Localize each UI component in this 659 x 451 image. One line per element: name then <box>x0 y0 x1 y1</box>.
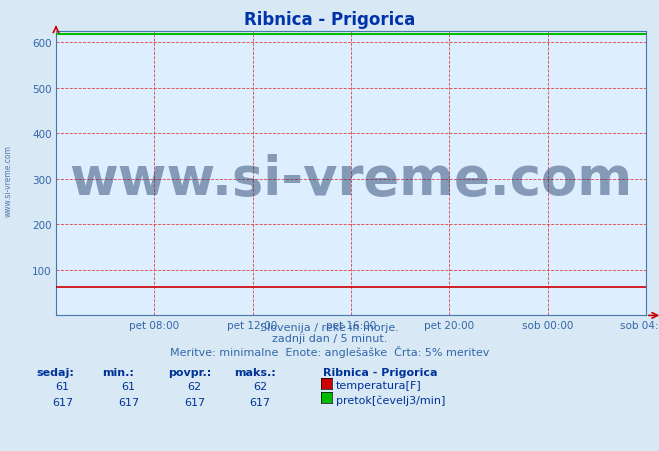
Text: pretok[čevelj3/min]: pretok[čevelj3/min] <box>336 395 445 405</box>
Text: 62: 62 <box>253 381 268 391</box>
Text: sedaj:: sedaj: <box>36 368 74 377</box>
Text: min.:: min.: <box>102 368 134 377</box>
Text: 61: 61 <box>121 381 136 391</box>
Text: 61: 61 <box>55 381 70 391</box>
Text: www.si-vreme.com: www.si-vreme.com <box>3 144 13 216</box>
Text: Ribnica - Prigorica: Ribnica - Prigorica <box>323 368 438 377</box>
Text: 617: 617 <box>250 397 271 407</box>
Text: temperatura[F]: temperatura[F] <box>336 380 422 390</box>
Text: 617: 617 <box>184 397 205 407</box>
Text: maks.:: maks.: <box>234 368 275 377</box>
Text: 62: 62 <box>187 381 202 391</box>
Text: povpr.:: povpr.: <box>168 368 212 377</box>
Text: 617: 617 <box>118 397 139 407</box>
Text: www.si-vreme.com: www.si-vreme.com <box>69 153 633 205</box>
Text: zadnji dan / 5 minut.: zadnji dan / 5 minut. <box>272 334 387 344</box>
Text: Ribnica - Prigorica: Ribnica - Prigorica <box>244 11 415 29</box>
Text: 617: 617 <box>52 397 73 407</box>
Text: Meritve: minimalne  Enote: anglešaške  Črta: 5% meritev: Meritve: minimalne Enote: anglešaške Črt… <box>170 345 489 357</box>
Text: Slovenija / reke in morje.: Slovenija / reke in morje. <box>260 322 399 332</box>
